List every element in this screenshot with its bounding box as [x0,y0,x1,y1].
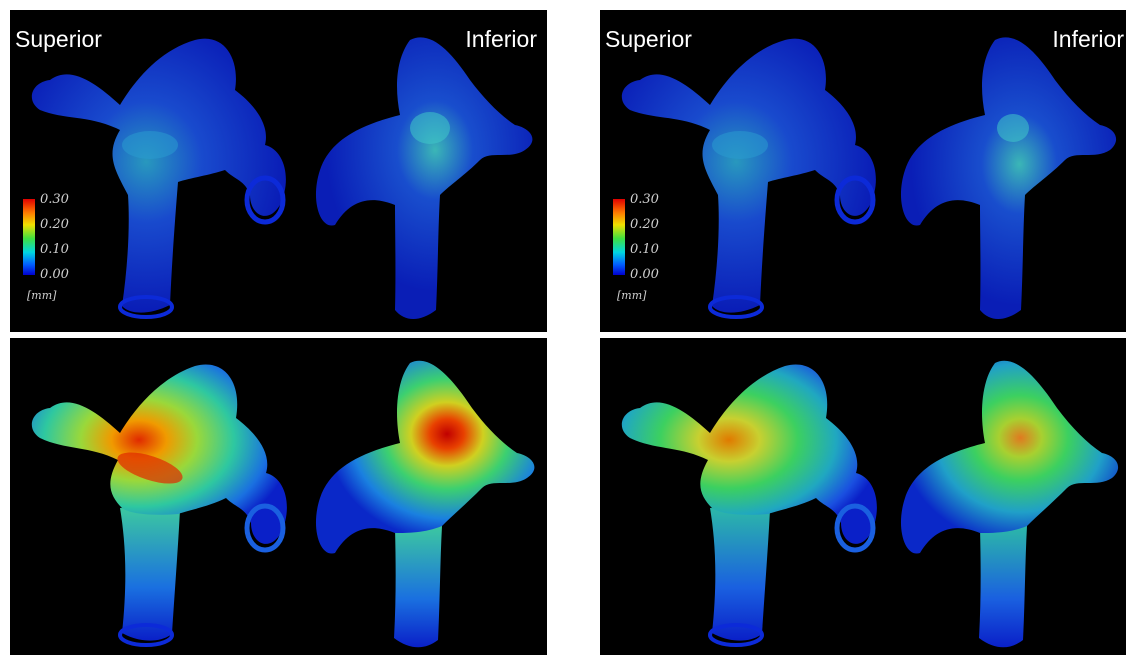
inferior-label: Inferior [465,26,537,52]
superior-view-shape [31,364,287,647]
panel-top-left: Superior Inferior 0.30 0.20 0.10 0.00 [m… [10,10,547,332]
superior-view-shape [621,38,876,319]
inferior-view-shape [315,360,535,648]
color-legend: 0.30 0.20 0.10 0.00 [mm] [613,193,693,323]
panel-bottom-left [10,338,547,655]
panel-top-right: Superior Inferior 0.30 0.20 0.10 0.00 [m… [600,10,1126,332]
inferior-view-shape [900,360,1119,648]
legend-tick-max: 0.30 [630,192,659,207]
inferior-label: Inferior [1052,26,1124,52]
surface-render [31,37,533,319]
superior-label: Superior [15,26,102,52]
legend-tick-max: 0.30 [40,192,69,207]
inferior-view-shape [315,37,533,319]
legend-tick-min: 0.00 [630,267,659,282]
colorbar [23,199,35,275]
legend-unit: [mm] [27,289,57,302]
legend-tick: 0.20 [630,217,659,232]
legend-tick: 0.10 [630,242,659,257]
surface-render [31,360,535,648]
surface-render [621,37,1117,319]
surface-render [621,360,1119,648]
legend-tick: 0.20 [40,217,69,232]
superior-label: Superior [605,26,692,52]
legend-unit: [mm] [617,289,647,302]
color-legend: 0.30 0.20 0.10 0.00 [mm] [23,193,103,323]
superior-view-shape [621,364,877,647]
colorbar [613,199,625,275]
inferior-view-shape [900,37,1117,319]
superior-view-shape [31,38,286,319]
panel-bottom-right [600,338,1126,655]
legend-tick-min: 0.00 [40,267,69,282]
legend-tick: 0.10 [40,242,69,257]
